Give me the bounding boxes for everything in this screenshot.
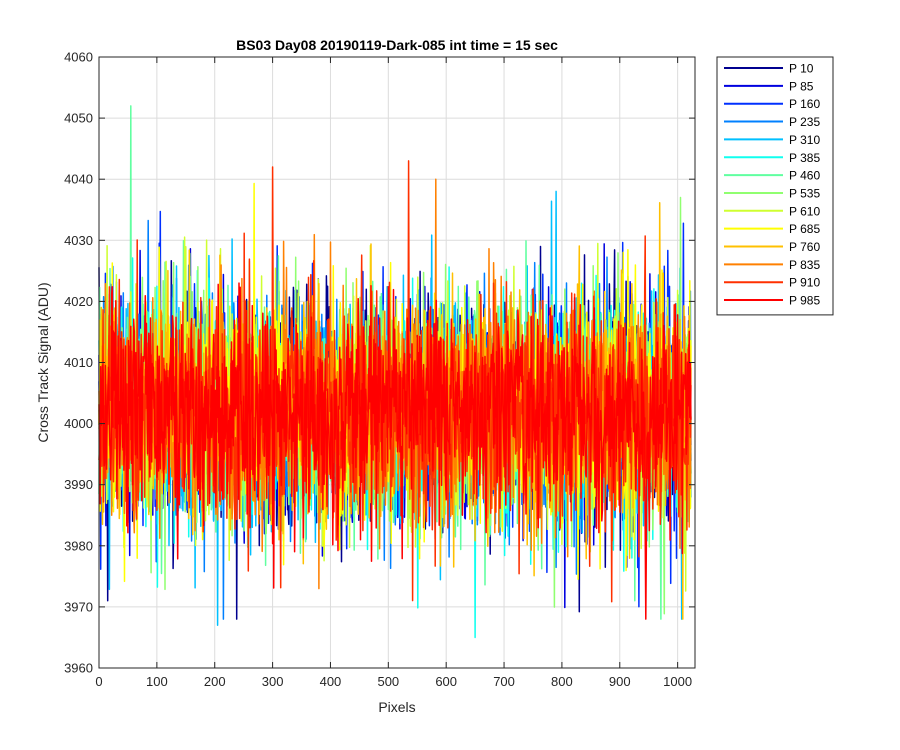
y-tick-label: 4060 (64, 50, 93, 65)
legend-label: P 610 (789, 204, 820, 218)
plot-area: 0 100 200 300 400 500 600 700 800 900 1000 3960 3970… (64, 50, 696, 689)
x-tick-label: 900 (609, 674, 631, 689)
y-tick-label: 4040 (64, 172, 93, 187)
legend-box (716, 56, 834, 316)
legend-label: P 835 (789, 258, 820, 272)
x-tick-label: 0 (95, 674, 102, 689)
legend-label: P 85 (789, 79, 814, 93)
legend-label: P 385 (789, 151, 820, 165)
legend-label: P 160 (789, 97, 820, 111)
legend-label: P 310 (789, 133, 820, 147)
series-lines (98, 105, 692, 639)
x-tick-label: 500 (377, 674, 399, 689)
legend: P 10 P 85 P 160 P 235 P 310 P 385 P 460 P 535 P … (716, 56, 834, 316)
x-tick-label: 400 (320, 674, 342, 689)
y-axis-label: Cross Track Signal (ADU) (35, 282, 51, 442)
legend-label: P 760 (789, 240, 820, 254)
y-tick-label: 4030 (64, 233, 93, 248)
y-tick-label: 3960 (64, 661, 93, 676)
legend-label: P 685 (789, 222, 820, 236)
y-tick-label: 3970 (64, 599, 93, 614)
legend-label: P 535 (789, 186, 820, 200)
axis-ticks: 0 100 200 300 400 500 600 700 800 900 1000 3960 3970… (64, 50, 695, 689)
y-tick-label: 4000 (64, 416, 93, 431)
series-line-p-985 (98, 282, 692, 620)
x-tick-label: 300 (262, 674, 284, 689)
legend-label: P 985 (789, 294, 820, 308)
legend-label: P 910 (789, 276, 820, 290)
series-line-p-910 (98, 160, 692, 603)
x-tick-label: 200 (204, 674, 226, 689)
x-tick-label: 1000 (663, 674, 692, 689)
x-tick-label: 800 (551, 674, 573, 689)
y-tick-label: 4010 (64, 355, 93, 370)
x-tick-label: 100 (146, 674, 168, 689)
legend-label: P 235 (789, 115, 820, 129)
x-tick-label: 600 (435, 674, 457, 689)
legend-label: P 10 (789, 62, 814, 76)
y-tick-label: 3990 (64, 477, 93, 492)
x-tick-label: 700 (493, 674, 515, 689)
x-axis-label: Pixels (378, 699, 415, 715)
y-tick-label: 3980 (64, 538, 93, 553)
legend-label: P 460 (789, 169, 820, 183)
y-tick-label: 4050 (64, 111, 93, 126)
y-tick-label: 4020 (64, 294, 93, 309)
chart-title: BS03 Day08 20190119-Dark-085 int time = … (236, 37, 558, 53)
